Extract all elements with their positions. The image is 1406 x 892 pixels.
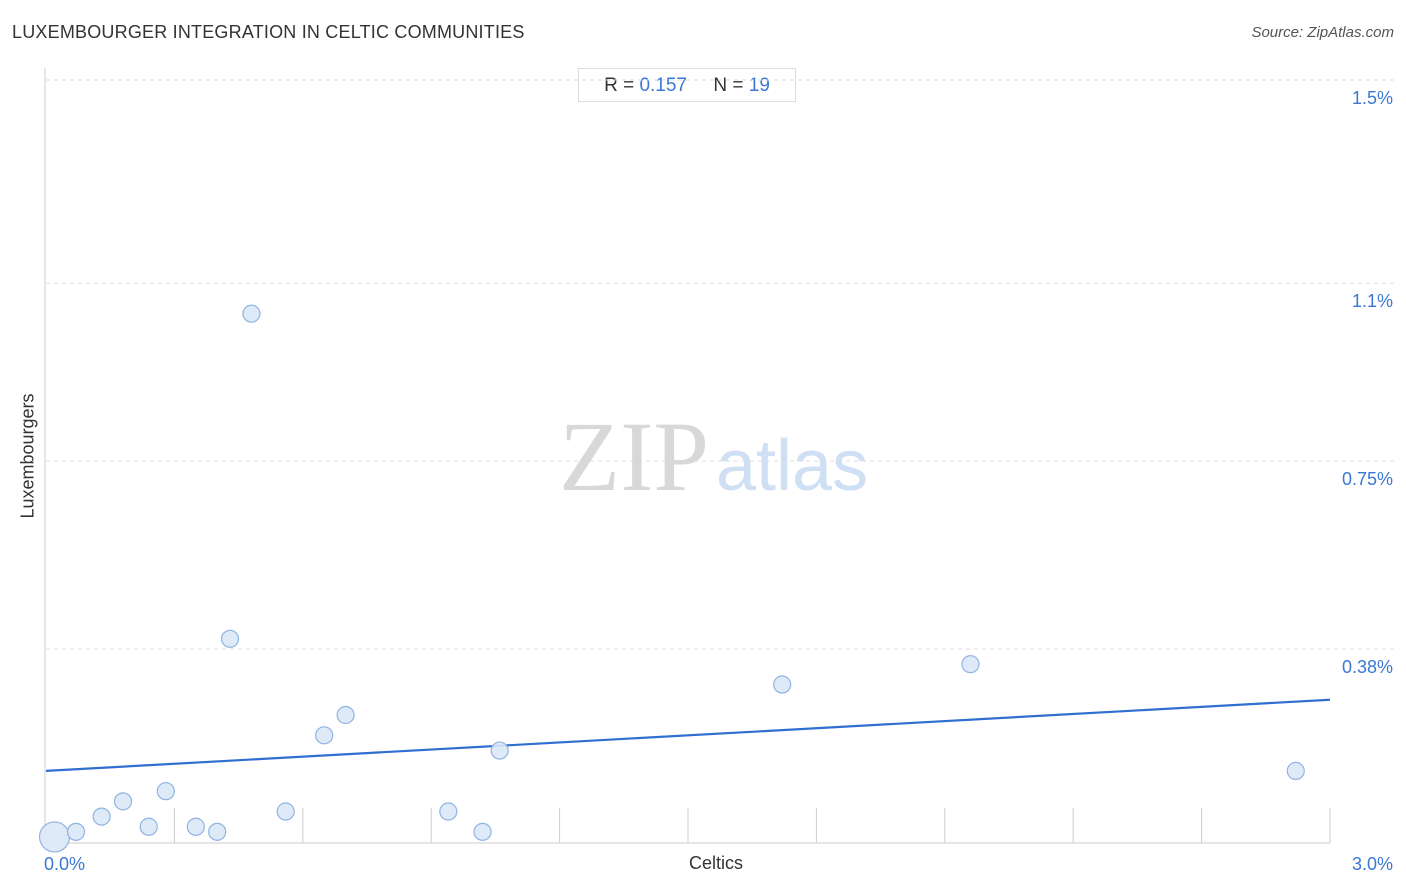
data-point — [242, 304, 261, 323]
data-points — [38, 304, 1305, 853]
data-point — [139, 817, 158, 836]
data-point — [66, 822, 86, 841]
stats-box: R = 0.157 N = 19 — [578, 68, 796, 102]
r-label: R = — [604, 75, 635, 96]
data-point — [113, 792, 133, 811]
chart-title: LUXEMBOURGER INTEGRATION IN CELTIC COMMU… — [12, 22, 525, 42]
data-point — [1286, 761, 1305, 780]
data-point — [156, 782, 175, 801]
trend-line-group — [45, 698, 1331, 772]
watermark-zip: ZIP — [559, 401, 709, 512]
x-axis-label: Celtics — [688, 853, 744, 873]
x-tick-label: 3.0% — [1352, 854, 1393, 874]
data-point — [220, 629, 240, 648]
watermark: ZIP atlas — [559, 401, 868, 512]
data-point — [38, 821, 71, 853]
y-tick-label: 0.75% — [1342, 469, 1393, 489]
grid-lines — [46, 79, 1395, 650]
data-point — [186, 817, 205, 836]
watermark-atlas: atlas — [716, 426, 868, 506]
data-point — [208, 822, 227, 841]
tick-labels: 1.5% 1.1% 0.75% 0.38% 0.0% 3.0% — [44, 88, 1393, 874]
r-value: 0.157 — [639, 75, 687, 96]
data-point — [92, 807, 111, 826]
x-tick-label: 0.0% — [44, 854, 85, 874]
data-point — [315, 726, 334, 745]
data-point — [336, 705, 355, 725]
data-point — [961, 655, 980, 674]
trend-line — [45, 698, 1331, 772]
data-point — [276, 802, 295, 821]
y-tick-label: 1.5% — [1352, 88, 1393, 108]
axes — [44, 68, 1331, 844]
source-label: Source: ZipAtlas.com — [1251, 24, 1394, 41]
data-point — [490, 741, 509, 760]
data-point — [439, 802, 458, 821]
n-value: 19 — [748, 75, 770, 96]
data-point — [473, 822, 492, 841]
data-point — [773, 675, 792, 694]
y-tick-label: 1.1% — [1352, 291, 1393, 311]
y-tick-label: 0.38% — [1342, 657, 1393, 677]
